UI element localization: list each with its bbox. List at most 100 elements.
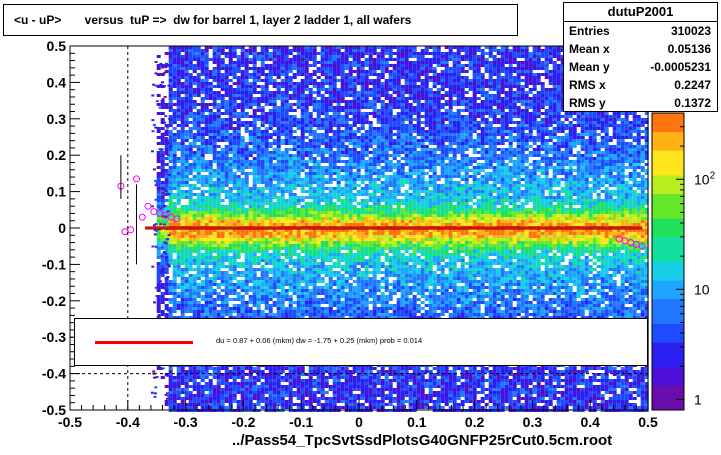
heatmap-cell — [320, 388, 325, 391]
heatmap-cell — [180, 112, 185, 115]
heatmap-cell — [332, 382, 337, 385]
heatmap-cell — [216, 400, 221, 403]
heatmap-cell — [308, 307, 313, 310]
heatmap-cell — [296, 178, 301, 181]
heatmap-cell — [260, 244, 265, 247]
heatmap-cell — [172, 115, 177, 118]
heatmap-cell — [200, 130, 205, 133]
heatmap-cell — [224, 370, 229, 373]
heatmap-cell — [288, 109, 293, 112]
heatmap-cell — [320, 94, 325, 97]
heatmap-cell — [228, 250, 233, 253]
heatmap-cell — [260, 85, 265, 88]
heatmap-cell — [180, 253, 185, 256]
heatmap-cell — [252, 202, 257, 205]
heatmap-cell — [252, 298, 257, 301]
heatmap-cell — [264, 307, 269, 310]
heatmap-cell — [204, 79, 209, 82]
heatmap-cell — [204, 118, 209, 121]
heatmap-cell — [248, 121, 253, 124]
heatmap-cell — [260, 265, 265, 268]
heatmap-cell — [328, 154, 333, 157]
heatmap-cell — [340, 202, 345, 205]
heatmap-cell — [320, 82, 325, 85]
heatmap-cell — [164, 313, 169, 316]
heatmap-cell — [220, 304, 225, 307]
heatmap-cell — [308, 250, 313, 253]
heatmap-cell — [160, 292, 165, 295]
heatmap-cell — [248, 286, 253, 289]
heatmap-cell — [200, 214, 205, 217]
heatmap-cell — [192, 268, 197, 271]
heatmap-cell — [192, 121, 197, 124]
heatmap-cell — [176, 304, 181, 307]
heatmap-cell — [216, 304, 221, 307]
heatmap-cell — [272, 205, 277, 208]
heatmap-cell — [280, 55, 285, 58]
heatmap-cell — [272, 151, 277, 154]
heatmap-cell — [308, 82, 313, 85]
heatmap-cell — [188, 217, 193, 220]
heatmap-cell — [268, 79, 273, 82]
heatmap-cell — [244, 274, 249, 277]
heatmap-cell — [188, 169, 193, 172]
heatmap-cell — [324, 379, 329, 382]
heatmap-cell — [264, 199, 269, 202]
heatmap-cell — [236, 94, 241, 97]
heatmap-cell — [204, 370, 209, 373]
heatmap-cell — [164, 289, 169, 292]
heatmap-cell — [340, 130, 345, 133]
heatmap-cell — [248, 61, 253, 64]
heatmap-cell — [228, 175, 233, 178]
heatmap-cell — [256, 238, 261, 241]
heatmap-cell — [256, 262, 261, 265]
heatmap-cell — [304, 130, 309, 133]
heatmap-cell — [188, 295, 193, 298]
heatmap-cell — [176, 307, 181, 310]
heatmap-cell — [240, 109, 245, 112]
heatmap-cell — [236, 190, 241, 193]
heatmap-cell — [244, 379, 249, 382]
heatmap-cell — [164, 184, 169, 187]
heatmap-cell — [232, 175, 237, 178]
heatmap-cell — [292, 184, 297, 187]
heatmap-cell — [244, 79, 249, 82]
heatmap-cell — [304, 52, 309, 55]
heatmap-cell — [292, 310, 297, 313]
heatmap-cell — [332, 106, 337, 109]
heatmap-cell — [340, 316, 345, 319]
heatmap-cell — [172, 148, 177, 151]
heatmap-cell — [184, 394, 189, 397]
heatmap-cell — [280, 217, 285, 220]
heatmap-cell — [328, 91, 333, 94]
heatmap-cell — [192, 259, 197, 262]
heatmap-cell — [192, 52, 197, 55]
heatmap-cell — [316, 223, 321, 226]
heatmap-cell — [308, 241, 313, 244]
heatmap-cell — [184, 397, 189, 400]
heatmap-cell — [192, 403, 197, 406]
heatmap-cell — [340, 175, 345, 178]
heatmap-cell — [308, 265, 313, 268]
heatmap-cell — [224, 310, 229, 313]
heatmap-cell — [316, 220, 321, 223]
heatmap-cell — [248, 310, 253, 313]
heatmap-cell — [260, 169, 265, 172]
heatmap-cell — [192, 160, 197, 163]
heatmap-cell — [296, 46, 301, 49]
heatmap-cell — [276, 127, 281, 130]
heatmap-cell — [276, 229, 281, 232]
heatmap-cell — [324, 391, 329, 394]
heatmap-cell — [172, 196, 177, 199]
heatmap-cell — [168, 52, 173, 55]
heatmap-cell — [196, 49, 201, 52]
heatmap-cell — [220, 82, 225, 85]
heatmap-cell — [340, 88, 345, 91]
heatmap-cell — [172, 193, 177, 196]
heatmap-cell — [320, 229, 325, 232]
heatmap-cell — [180, 193, 185, 196]
heatmap-cell — [252, 250, 257, 253]
heatmap-cell — [172, 82, 177, 85]
heatmap-cell — [240, 379, 245, 382]
heatmap-cell — [216, 61, 221, 64]
